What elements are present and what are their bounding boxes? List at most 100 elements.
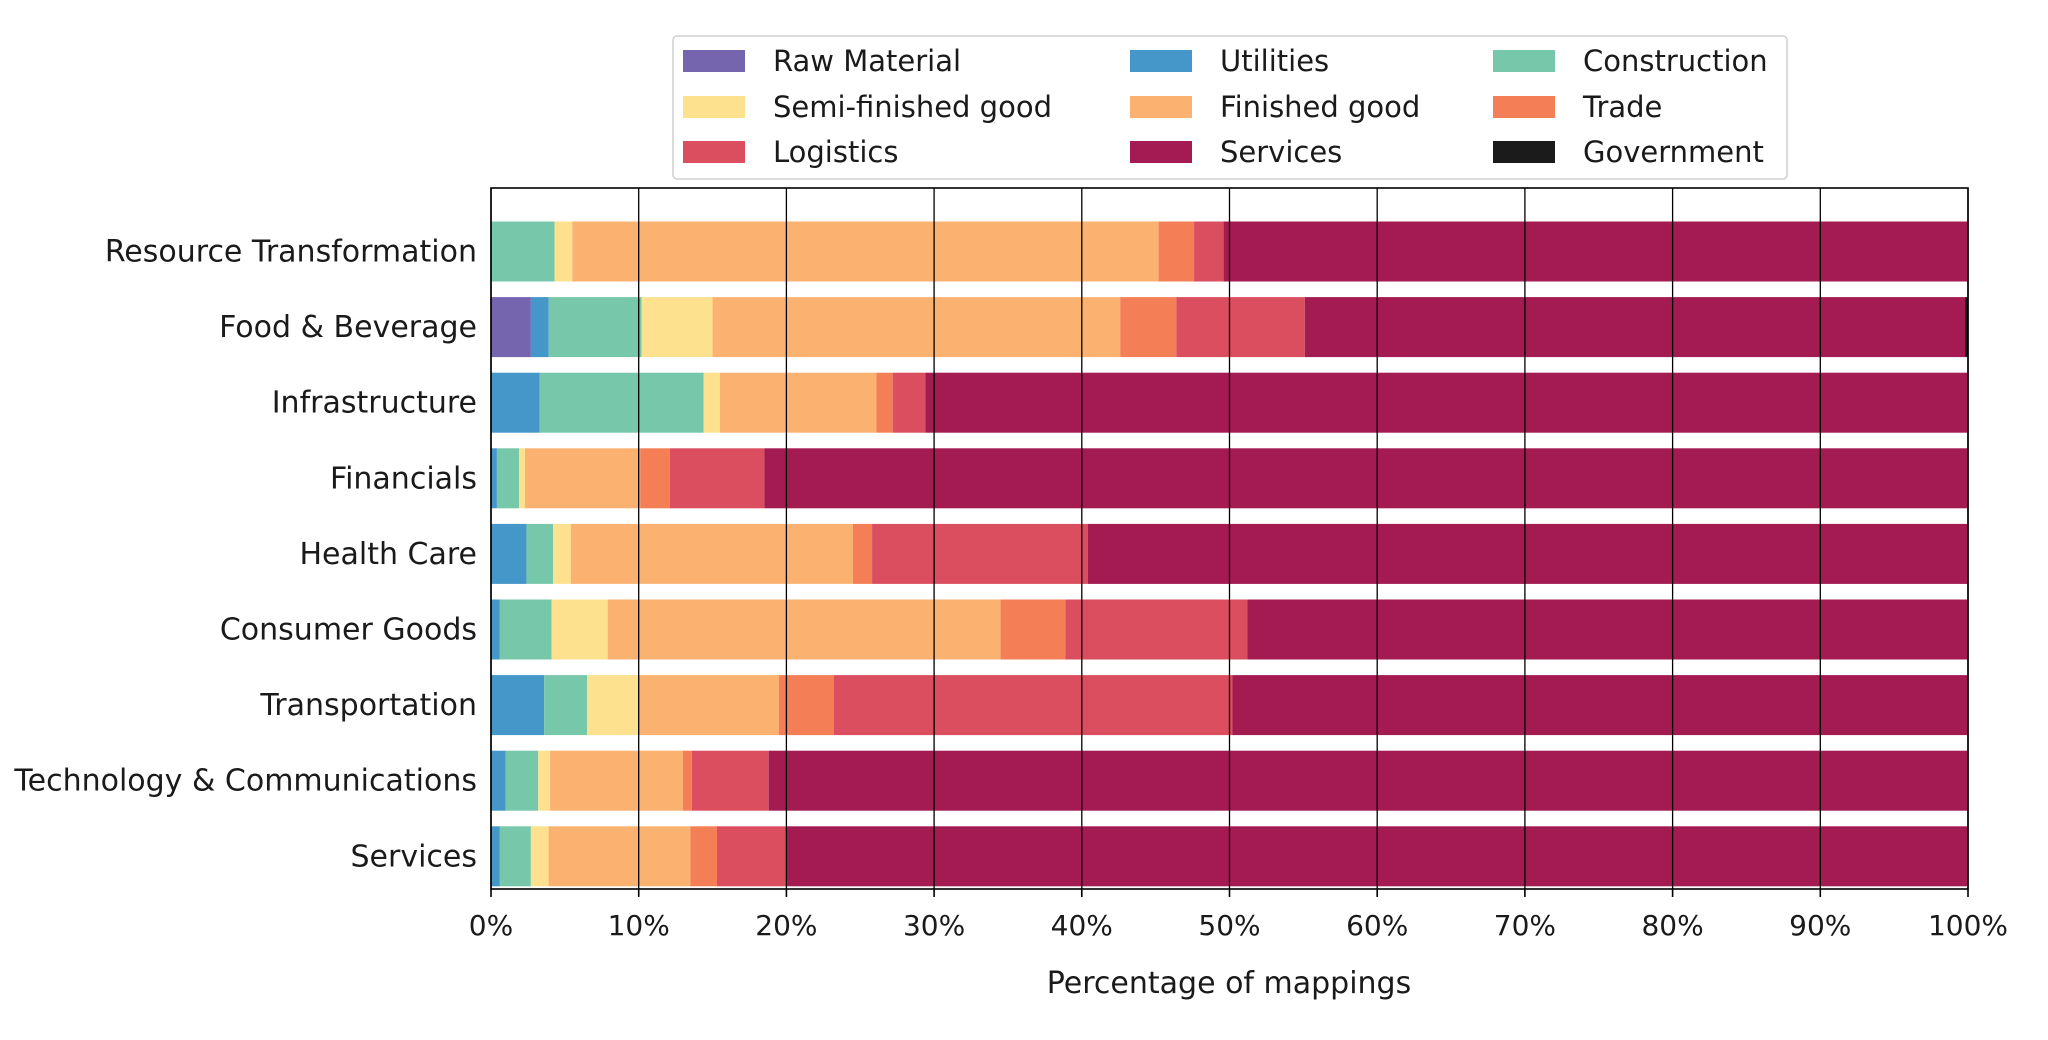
bar-health-care-services [1087,523,1968,584]
x-tick-label-80: 80% [1641,909,1703,942]
bar-food-and-beverage-construction [548,297,642,358]
legend-label-semi-finished-good: Semi-finished good [773,90,1052,124]
bar-services-semi-finished-good [530,826,549,887]
legend-swatch-construction [1493,50,1555,72]
legend-label-logistics: Logistics [773,135,898,169]
bar-technology-and-communications-services [768,750,1969,811]
x-tick-label-40: 40% [1051,909,1113,942]
bar-financials-construction [496,448,520,509]
legend-swatch-utilities [1130,50,1192,72]
bar-consumer-goods-utilities [491,599,500,660]
bar-technology-and-communications-utilities [491,750,506,811]
bar-food-and-beverage-logistics [1176,297,1305,358]
bar-services-logistics [716,826,787,887]
category-label-resource-transformation: Resource Transformation [105,235,477,270]
category-label-transportation: Transportation [259,688,477,723]
bar-health-care-finished-good [570,523,853,584]
bar-consumer-goods-services [1247,599,1968,660]
bar-health-care-trade [852,523,873,584]
bar-resource-transformation-trade [1158,221,1195,282]
legend: Raw Material Utilities Construction Semi-fi… [672,35,1788,180]
legend-swatch-services [1130,141,1192,163]
bar-infrastructure-trade [876,372,893,433]
bar-health-care-logistics [872,523,1088,584]
category-label-services: Services [350,839,477,874]
x-tick-label-100: 100% [1928,909,2008,942]
legend-label-trade: Trade [1582,90,1662,124]
x-axis-title: Percentage of mappings [1047,966,1411,1001]
bar-consumer-goods-finished-good [607,599,1001,660]
category-label-infrastructure: Infrastructure [272,386,477,421]
category-label-health-care: Health Care [299,537,477,572]
bar-consumer-goods-logistics [1065,599,1248,660]
bar-financials-utilities [491,448,497,509]
x-tick-label-10: 10% [608,909,670,942]
x-tick-label-90: 90% [1789,909,1851,942]
bar-transportation-logistics [833,675,1233,736]
bar-technology-and-communications-construction [505,750,539,811]
legend-swatch-raw-material [683,50,745,72]
category-label-financials: Financials [330,461,477,496]
bar-food-and-beverage-services [1304,297,1966,358]
legend-label-construction: Construction [1583,44,1768,78]
legend-label-utilities: Utilities [1220,44,1329,78]
bar-transportation-construction [544,675,587,736]
bar-infrastructure-construction [539,372,704,433]
x-tick-label-30: 30% [903,909,965,942]
legend-label-raw-material: Raw Material [773,44,961,78]
legend-swatch-semi-finished-good [683,96,745,118]
bar-resource-transformation-logistics [1194,221,1224,282]
bar-infrastructure-logistics [892,372,926,433]
x-tick-label-70: 70% [1494,909,1556,942]
bar-food-and-beverage-trade [1120,297,1177,358]
bar-resource-transformation-services [1223,221,1968,282]
x-tick-label-60: 60% [1346,909,1408,942]
bar-transportation-semi-finished-good [587,675,639,736]
bar-financials-logistics [669,448,765,509]
bar-technology-and-communications-finished-good [550,750,684,811]
category-label-technology-and-communications: Technology & Communications [13,764,477,799]
bar-services-utilities [491,826,500,887]
category-label-consumer-goods: Consumer Goods [220,613,477,648]
bar-transportation-utilities [491,675,545,736]
legend-swatch-logistics [683,141,745,163]
legend-swatch-finished-good [1130,96,1192,118]
x-tick-label-20: 20% [755,909,817,942]
bar-health-care-semi-finished-good [553,523,571,584]
legend-swatch-trade [1493,96,1555,118]
bar-technology-and-communications-semi-finished-good [538,750,551,811]
bar-infrastructure-finished-good [719,372,877,433]
legend-label-services: Services [1220,135,1342,169]
bar-services-construction [499,826,531,887]
bar-financials-trade [640,448,670,509]
bar-consumer-goods-semi-finished-good [551,599,608,660]
bar-financials-finished-good [524,448,641,509]
bar-food-and-beverage-semi-finished-good [641,297,713,358]
bar-financials-semi-finished-good [519,448,525,509]
bar-transportation-trade [779,675,834,736]
bar-infrastructure-semi-finished-good [703,372,720,433]
x-tick-label-0: 0% [469,909,513,942]
bar-food-and-beverage-government [1965,297,1968,358]
bar-food-and-beverage-utilities [530,297,549,358]
bar-resource-transformation-finished-good [572,221,1159,282]
legend-label-government: Government [1583,135,1764,169]
bar-infrastructure-services [925,372,1968,433]
x-axis-ticks: 0% 10% 20% 30% 40% 50% 60% 70% 80% 90% 100% [469,889,2008,942]
bar-health-care-utilities [491,523,527,584]
legend-swatch-government [1493,141,1555,163]
category-label-food-and-beverage: Food & Beverage [219,310,477,345]
bar-infrastructure-utilities [491,372,540,433]
bar-transportation-finished-good [638,675,780,736]
bar-food-and-beverage-raw-material [491,297,531,358]
bar-technology-and-communications-logistics [691,750,769,811]
bar-services-trade [690,826,717,887]
bar-health-care-construction [526,523,554,584]
bar-resource-transformation-construction [491,221,555,282]
bar-consumer-goods-trade [1000,599,1066,660]
bar-food-and-beverage-finished-good [712,297,1121,358]
bar-services-finished-good [548,826,691,887]
category-labels: Resource Transformation Food & Beverage In… [13,235,477,875]
